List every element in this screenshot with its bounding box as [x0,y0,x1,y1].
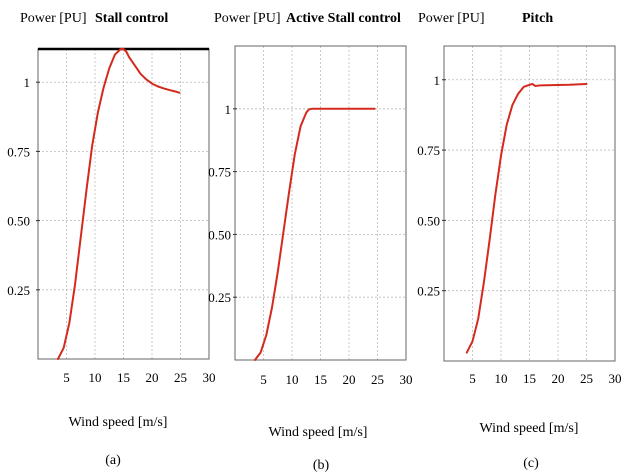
panel-b-caption: (b) [313,458,330,473]
panel-b-ytick-label: 0.50 [208,227,231,242]
panel-c-yticks: 0.25 0.50 0.75 1 [417,73,446,299]
panel-a-xtick-label: 10 [89,370,102,385]
panel-a-xtick-label: 30 [203,370,216,385]
panel-a-grid [38,49,209,359]
panel-a-caption: (a) [105,453,121,468]
panel-b-xtick-label: 10 [286,372,299,387]
panel-a-xtick-label: 20 [146,370,159,385]
panel-b-grid [235,46,406,360]
panel-a: Power [PU] Stall control 0.25 0.50 0.75 1 5… [7,11,215,468]
panel-b-xtick-label: 5 [260,372,267,387]
panel-a-power-curve [56,48,181,360]
panel-c-xticks: 5 10 15 20 25 30 [469,371,621,386]
panel-b-xtick-label: 15 [314,372,327,387]
panel-b-axes-frame [234,45,407,361]
panel-c-xtick-label: 30 [609,371,622,386]
panel-c-ytick-label: 1 [434,73,441,88]
panel-c-xtick-label: 20 [552,371,565,386]
panel-b-power-curve [253,107,376,361]
panel-b-xticks: 5 10 15 20 25 30 [260,372,412,387]
panel-c-ytick-label: 0.50 [417,213,440,228]
panel-a-xticks: 5 10 15 20 25 30 [63,370,215,385]
panel-b-yticks: 0.25 0.50 0.75 1 [208,102,237,305]
panel-b-series [253,107,376,361]
panel-c-caption: (c) [523,456,539,471]
panel-a-ytick-label: 0.25 [7,283,30,298]
panel-b-xtick-label: 25 [371,372,384,387]
panel-c-series [465,82,588,354]
panel-c-axes-frame [443,45,616,362]
panel-a-title: Stall control [95,11,168,26]
panel-b-ytick-label: 0.25 [208,290,231,305]
panel-a-ytick-label: 0.75 [7,144,30,159]
panel-b: Power [PU] Active Stall control 0.25 0.50… [208,11,412,473]
panel-c-xtick-label: 10 [495,371,508,386]
panel-c-xtick-label: 15 [523,371,536,386]
panel-c-ytick-label: 0.75 [417,143,440,158]
panel-c-xlabel: Wind speed [m/s] [480,421,579,436]
panel-a-xtick-label: 15 [117,370,130,385]
panel-c-xtick-label: 5 [469,371,476,386]
panel-a-yticks: 0.25 0.50 0.75 1 [7,75,40,298]
panel-c: Power [PU] Pitch 0.25 0.50 0.75 1 5 10 15 20 25… [417,11,621,471]
panel-b-xtick-label: 20 [343,372,356,387]
panel-c-power-curve [465,82,588,354]
panel-a-xlabel: Wind speed [m/s] [69,415,168,430]
panel-a-series [56,48,181,360]
panel-b-xlabel: Wind speed [m/s] [269,425,368,440]
panel-c-ylabel: Power [PU] [418,11,485,26]
panel-b-ytick-label: 0.75 [208,165,231,180]
panel-a-ytick-label: 0.50 [7,214,30,229]
panel-c-title: Pitch [522,11,553,26]
panel-a-ylabel: Power [PU] [20,11,87,26]
panel-b-xtick-label: 30 [400,372,413,387]
panel-c-xtick-label: 25 [580,371,593,386]
panel-b-ylabel: Power [PU] [214,11,281,26]
panel-a-axes-frame [37,48,210,360]
panel-b-ytick-label: 1 [225,102,232,117]
panel-b-title: Active Stall control [286,11,401,26]
panel-c-grid [444,46,615,361]
panel-a-xtick-label: 5 [63,370,70,385]
panel-c-ytick-label: 0.25 [417,284,440,299]
panel-a-ytick-label: 1 [24,75,31,90]
panel-a-xtick-label: 25 [174,370,187,385]
